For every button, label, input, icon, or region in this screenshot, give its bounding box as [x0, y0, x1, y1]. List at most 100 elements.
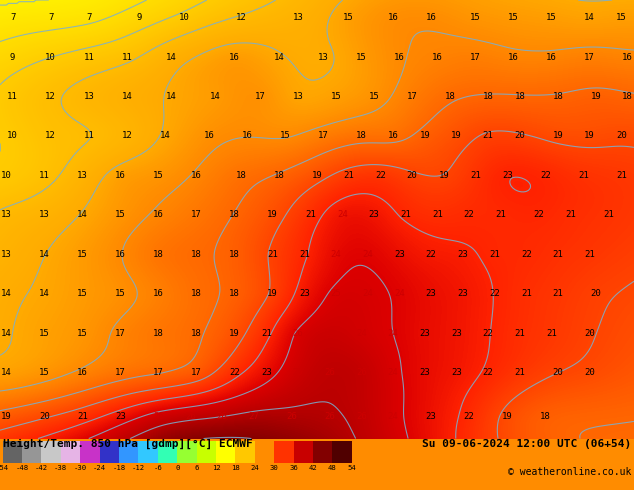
Text: 7: 7	[48, 13, 53, 22]
Bar	[61, 441, 80, 463]
Text: 24: 24	[356, 329, 366, 338]
Text: 16: 16	[547, 52, 557, 62]
Text: 12: 12	[212, 466, 221, 471]
Text: 19: 19	[502, 412, 512, 421]
Bar	[22, 441, 41, 463]
Text: 7: 7	[10, 13, 15, 22]
Bar	[3, 441, 22, 463]
Text: 20: 20	[39, 412, 49, 421]
Text: 22: 22	[464, 210, 474, 220]
Text: 22: 22	[483, 368, 493, 377]
Text: 11: 11	[84, 131, 94, 141]
Text: 20: 20	[616, 131, 626, 141]
Text: 13: 13	[318, 52, 328, 62]
Text: 18: 18	[153, 250, 164, 259]
Text: 18: 18	[230, 250, 240, 259]
Text: 14: 14	[77, 210, 87, 220]
Text: 19: 19	[553, 131, 563, 141]
Text: 15: 15	[153, 171, 164, 180]
Text: 18: 18	[191, 250, 202, 259]
Text: 26: 26	[356, 412, 366, 421]
Text: 24: 24	[388, 329, 398, 338]
Text: 6: 6	[195, 466, 199, 471]
Text: 21: 21	[616, 171, 626, 180]
Text: 21: 21	[470, 171, 481, 180]
Text: 21: 21	[432, 210, 443, 220]
Text: 21: 21	[604, 210, 614, 220]
Text: 21: 21	[553, 289, 563, 298]
Text: 21: 21	[299, 250, 309, 259]
Text: 26: 26	[293, 329, 303, 338]
Bar	[275, 441, 294, 463]
Text: 14: 14	[585, 13, 595, 22]
Text: 17: 17	[318, 131, 328, 141]
Text: 23: 23	[451, 368, 462, 377]
Text: -38: -38	[54, 466, 67, 471]
Text: 21: 21	[553, 250, 563, 259]
Text: 13: 13	[77, 171, 87, 180]
Text: 17: 17	[115, 368, 126, 377]
Text: 16: 16	[230, 52, 240, 62]
Text: 15: 15	[39, 368, 49, 377]
Text: 24: 24	[337, 210, 347, 220]
Text: 15: 15	[77, 329, 87, 338]
Text: 16: 16	[153, 289, 164, 298]
Text: 21: 21	[489, 250, 500, 259]
Text: 14: 14	[39, 250, 49, 259]
Text: 18: 18	[623, 92, 633, 101]
Text: 24: 24	[363, 250, 373, 259]
Text: 15: 15	[331, 92, 341, 101]
Text: 17: 17	[255, 92, 265, 101]
Text: 11: 11	[8, 92, 18, 101]
Text: 23: 23	[261, 368, 271, 377]
Text: 16: 16	[426, 13, 436, 22]
Text: 25: 25	[325, 329, 335, 338]
Text: 23: 23	[458, 289, 468, 298]
Bar	[294, 441, 313, 463]
Text: 18: 18	[153, 329, 164, 338]
Text: 22: 22	[489, 289, 500, 298]
Text: 24: 24	[363, 289, 373, 298]
Text: 21: 21	[306, 210, 316, 220]
Text: 15: 15	[115, 289, 126, 298]
Text: 21: 21	[585, 250, 595, 259]
Text: 18: 18	[553, 92, 563, 101]
Text: 15: 15	[616, 13, 626, 22]
Text: 16: 16	[394, 52, 404, 62]
Text: 18: 18	[356, 131, 366, 141]
Text: 19: 19	[585, 131, 595, 141]
Text: 36: 36	[289, 466, 298, 471]
Text: 7: 7	[86, 13, 91, 22]
Text: 15: 15	[344, 13, 354, 22]
Text: 18: 18	[191, 289, 202, 298]
Text: 13: 13	[293, 92, 303, 101]
Text: 23: 23	[394, 250, 404, 259]
Text: -42: -42	[35, 466, 48, 471]
Text: 17: 17	[191, 210, 202, 220]
Text: 13: 13	[1, 210, 11, 220]
Text: 15: 15	[280, 131, 290, 141]
Text: 24: 24	[388, 368, 398, 377]
Text: 23: 23	[426, 289, 436, 298]
Text: © weatheronline.co.uk: © weatheronline.co.uk	[508, 467, 631, 477]
Text: 26: 26	[217, 412, 227, 421]
Text: 16: 16	[115, 171, 126, 180]
Text: 14: 14	[1, 329, 11, 338]
Text: 22: 22	[230, 368, 240, 377]
Text: 20: 20	[585, 368, 595, 377]
Text: 23: 23	[299, 289, 309, 298]
Text: 17: 17	[470, 52, 481, 62]
Text: 19: 19	[420, 131, 430, 141]
Text: 21: 21	[483, 131, 493, 141]
Text: 24: 24	[388, 412, 398, 421]
Bar	[216, 441, 235, 463]
Bar	[138, 441, 158, 463]
Text: 16: 16	[204, 131, 214, 141]
Text: Height/Temp. 850 hPa [gdmp][°C] ECMWF: Height/Temp. 850 hPa [gdmp][°C] ECMWF	[3, 439, 252, 449]
Text: 19: 19	[268, 210, 278, 220]
Text: 42: 42	[309, 466, 318, 471]
Text: 11: 11	[122, 52, 132, 62]
Bar	[177, 441, 197, 463]
Text: 26: 26	[185, 412, 195, 421]
Text: 21: 21	[268, 250, 278, 259]
